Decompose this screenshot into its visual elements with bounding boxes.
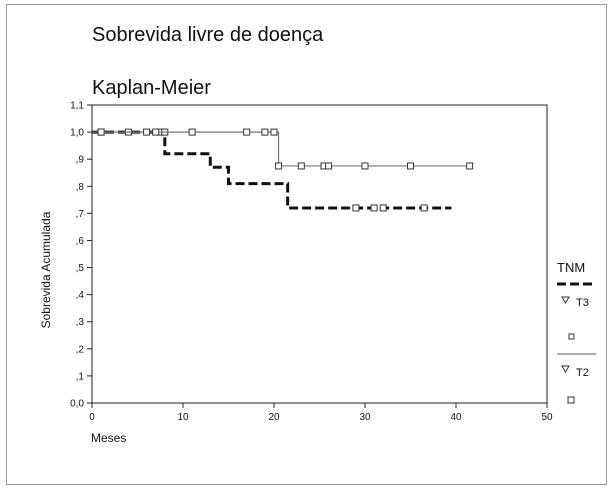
x-tick-label: 30 — [359, 412, 371, 423]
x-tick-label: 20 — [268, 412, 280, 423]
censor-mark-t2 — [143, 128, 151, 136]
x-tick-label: 0 — [89, 412, 95, 423]
censor-mark-t2 — [270, 128, 278, 136]
censor-mark-t3 — [370, 204, 378, 212]
censor-mark-t2 — [261, 128, 269, 136]
legend-label-t3: T3 — [576, 297, 589, 309]
y-tick-label: 1,0 — [70, 128, 84, 139]
legend-censor-marker-t2 — [567, 396, 575, 404]
legend: TNM T3 T2 — [557, 260, 596, 404]
censor-mark-t2 — [297, 162, 305, 170]
censor-mark-t3 — [352, 204, 360, 212]
legend-title: TNM — [557, 260, 585, 275]
legend-label-t2: T2 — [576, 367, 589, 379]
y-tick-label: ,1 — [76, 371, 85, 382]
y-tick-label: ,8 — [76, 182, 85, 193]
y-tick-label: ,6 — [76, 236, 85, 247]
series-line-t2 — [92, 131, 470, 167]
censor-mark-t2 — [361, 162, 369, 170]
y-axis-label: Sobrevida Acumulada — [39, 211, 53, 328]
x-tick-label: 50 — [541, 412, 553, 423]
y-tick-label: ,2 — [76, 344, 85, 355]
series-layer — [92, 128, 474, 212]
series-line-t3 — [92, 130, 452, 210]
y-tick-label: 1,1 — [70, 101, 84, 112]
censor-mark-t2 — [188, 128, 196, 136]
axis-ticks: 0 10 20 30 40 50 0,0 ,1 ,2 ,3 ,4 ,5 ,6 ,7 ,8 ,9 1,0 1,1 — [70, 101, 553, 424]
censor-mark-t3 — [379, 204, 387, 212]
censor-mark-t2 — [243, 128, 251, 136]
chart-title: Sobrevida livre de doença — [92, 24, 324, 46]
y-tick-label: 0,0 — [70, 399, 84, 410]
censor-mark-t2 — [152, 128, 160, 136]
y-tick-label: ,3 — [76, 317, 85, 328]
x-tick-label: 10 — [177, 412, 189, 423]
plot-area — [91, 104, 548, 404]
legend-censor-marker-t3 — [568, 333, 575, 340]
y-tick-label: ,7 — [76, 209, 85, 220]
chart-frame — [6, 4, 607, 485]
y-tick-label: ,5 — [76, 263, 85, 274]
censor-mark-t2 — [325, 162, 333, 170]
legend-triangle-marker-icon — [561, 365, 570, 373]
censor-mark-t2 — [275, 162, 283, 170]
censor-mark-t2 — [466, 162, 474, 170]
x-tick-label: 40 — [450, 412, 462, 423]
legend-triangle-marker-icon — [561, 296, 570, 304]
x-axis-label: Meses — [91, 431, 126, 445]
censor-mark-t3 — [420, 204, 428, 212]
chart-subtitle: Kaplan-Meier — [92, 77, 211, 99]
censor-mark-t2 — [407, 162, 414, 170]
y-tick-label: ,9 — [76, 155, 85, 166]
y-tick-label: ,4 — [76, 290, 85, 301]
censor-mark-t2 — [97, 128, 105, 136]
